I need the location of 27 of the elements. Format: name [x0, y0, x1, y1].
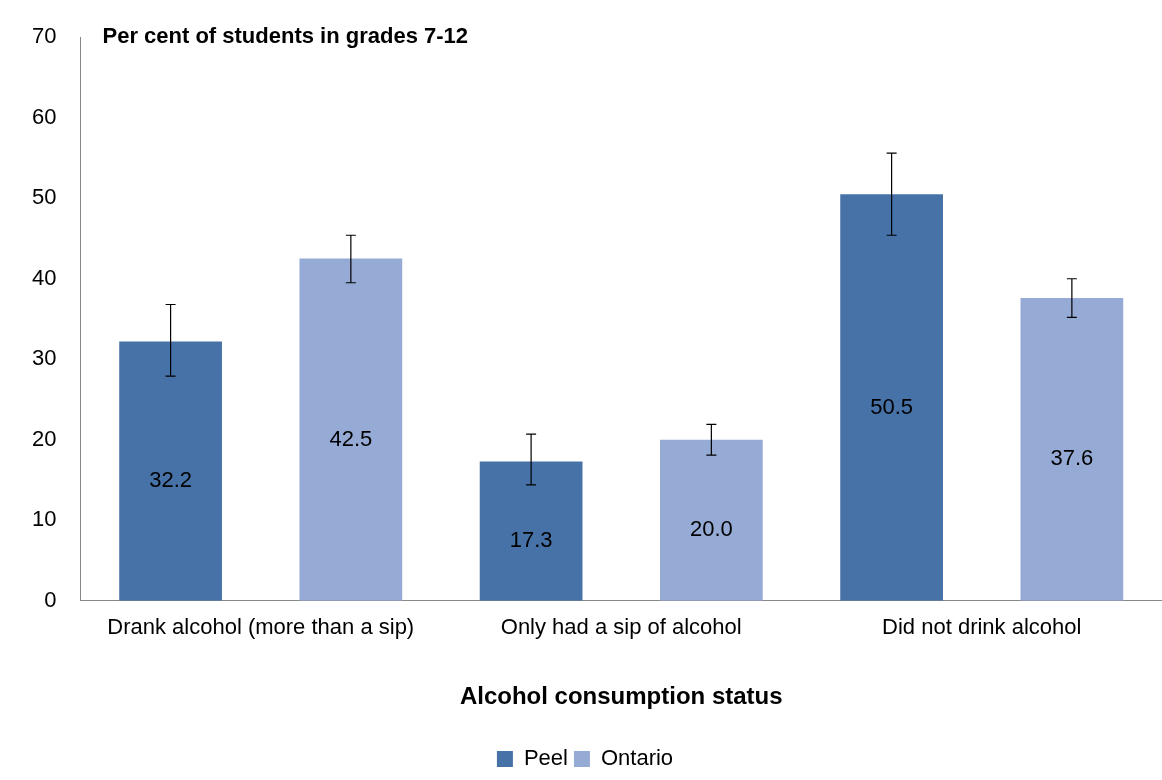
- y-axis-title: Per cent of students in grades 7-12: [102, 23, 469, 49]
- bar: [659, 439, 763, 601]
- bar: [840, 194, 943, 601]
- data-label: 32.2: [149, 467, 193, 493]
- x-tick-label: Only had a sip of alcohol: [500, 614, 742, 640]
- bar: [299, 258, 403, 601]
- y-tick-label: 40: [31, 264, 57, 290]
- y-tick-label: 20: [31, 425, 57, 451]
- y-tick-label: 30: [31, 345, 57, 371]
- y-tick-label: 60: [31, 103, 57, 129]
- y-tick-label: 70: [31, 23, 57, 49]
- data-label: 17.3: [509, 527, 553, 553]
- y-tick-label: 0: [44, 586, 57, 612]
- bar: [1020, 298, 1124, 601]
- data-label: 37.6: [1050, 445, 1094, 471]
- y-tick-label: 50: [31, 184, 57, 210]
- bar: [119, 341, 222, 601]
- data-label: 50.5: [870, 393, 914, 419]
- bar: [479, 461, 583, 601]
- legend-label: Peel: [523, 745, 568, 771]
- x-tick-label: Drank alcohol (more than a sip): [107, 614, 415, 640]
- x-tick-label: Did not drink alcohol: [882, 614, 1082, 640]
- x-axis-title: Alcohol consumption status: [459, 682, 783, 710]
- y-tick-label: 10: [31, 506, 57, 532]
- data-label: 42.5: [329, 425, 373, 451]
- legend-label: Ontario: [600, 745, 674, 771]
- data-label: 20.0: [689, 516, 733, 542]
